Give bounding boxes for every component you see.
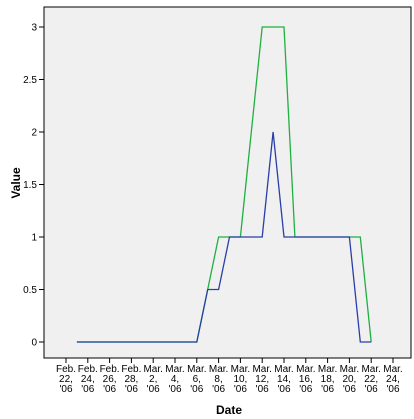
x-tick-label: Feb. 24, '06	[78, 364, 98, 395]
y-tick-label: 1.5	[23, 180, 37, 191]
x-tick-label: Feb. 22, '06	[56, 364, 76, 395]
x-tick-label: Mar. 18, '06	[318, 364, 337, 395]
plot-area	[43, 6, 412, 359]
series-line-2	[76, 131, 372, 343]
y-tick-label: 0	[31, 338, 37, 349]
x-tick-label: Mar. 10, '06	[231, 364, 250, 395]
y-tick-label: 1	[31, 233, 37, 244]
x-tick-label: Mar. 22, '06	[361, 364, 380, 395]
x-tick-label: Mar. 24, '06	[383, 364, 402, 395]
x-tick-label: Mar. 20, '06	[340, 364, 359, 395]
x-tick-label: Mar. 4, '06	[165, 364, 184, 395]
x-tick-label: Mar. 14, '06	[274, 364, 293, 395]
y-tick-label: 2.5	[23, 75, 37, 86]
y-tick-label: 3	[31, 23, 37, 34]
y-tick-label: 2	[31, 128, 37, 139]
y-axis: 0 0.5 1 1.5 2 2.5 3	[23, 23, 44, 349]
x-tick-label: Mar. 16, '06	[296, 364, 315, 395]
x-tick-label: Mar. 2, '06	[143, 364, 162, 395]
x-tick-label: Mar. 8, '06	[209, 364, 228, 395]
x-tick-label: Feb. 28, '06	[121, 364, 141, 395]
y-axis-title: Value	[9, 167, 23, 199]
y-tick-label: 0.5	[23, 285, 37, 296]
x-tick-label: Feb. 26, '06	[100, 364, 120, 395]
x-tick-label: Mar. 6, '06	[187, 364, 206, 395]
x-tick-label: Mar. 12, '06	[252, 364, 271, 395]
series-layer	[76, 26, 372, 343]
x-axis-title: Date	[216, 403, 242, 417]
